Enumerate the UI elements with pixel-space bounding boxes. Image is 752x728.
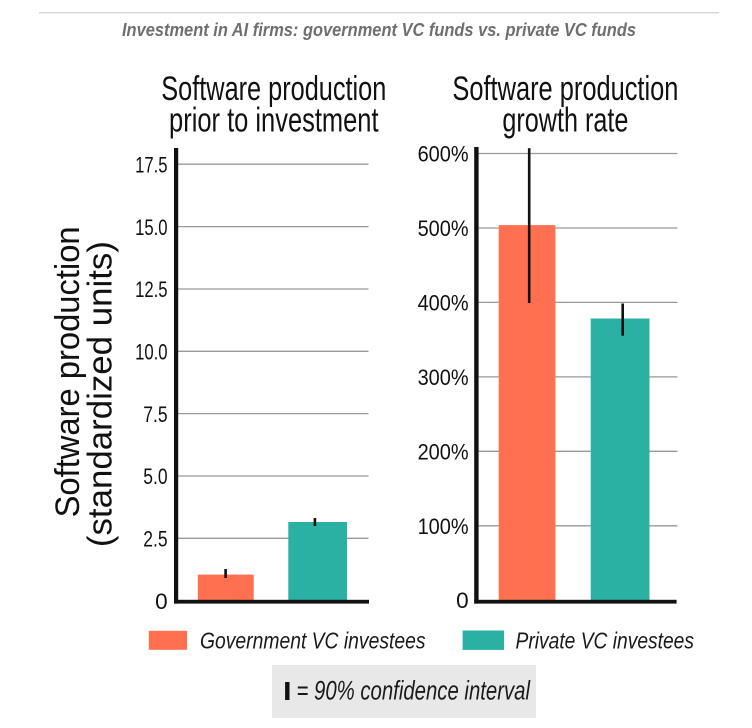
svg-text:Software production: Software production bbox=[452, 70, 678, 108]
svg-text:300%: 300% bbox=[418, 365, 469, 390]
svg-text:Government VC investees: Government VC investees bbox=[200, 628, 426, 654]
svg-text:600%: 600% bbox=[418, 142, 469, 167]
svg-text:0: 0 bbox=[456, 588, 469, 613]
svg-text:500%: 500% bbox=[418, 216, 469, 241]
svg-text:100%: 100% bbox=[418, 514, 469, 539]
svg-text:200%: 200% bbox=[418, 440, 469, 465]
svg-text:(standardized units): (standardized units) bbox=[81, 241, 119, 547]
svg-text:prior to investment: prior to investment bbox=[169, 102, 379, 140]
svg-text:15.0: 15.0 bbox=[135, 215, 168, 240]
svg-text:Private VC investees: Private VC investees bbox=[516, 628, 695, 654]
svg-text:12.5: 12.5 bbox=[135, 277, 168, 302]
svg-text:= 90% confidence interval: = 90% confidence interval bbox=[297, 676, 531, 706]
svg-text:growth rate: growth rate bbox=[502, 102, 628, 140]
svg-text:0: 0 bbox=[155, 589, 168, 614]
svg-text:2.5: 2.5 bbox=[143, 527, 167, 552]
svg-text:5.0: 5.0 bbox=[143, 464, 167, 489]
svg-text:7.5: 7.5 bbox=[143, 402, 167, 427]
svg-text:10.0: 10.0 bbox=[135, 340, 168, 365]
svg-text:17.5: 17.5 bbox=[135, 152, 168, 177]
svg-text:400%: 400% bbox=[418, 291, 469, 316]
svg-text:Software production: Software production bbox=[49, 226, 87, 517]
svg-text:Software production: Software production bbox=[161, 70, 386, 108]
svg-text:Investment in AI firms: govern: Investment in AI firms: government VC fu… bbox=[122, 20, 636, 40]
